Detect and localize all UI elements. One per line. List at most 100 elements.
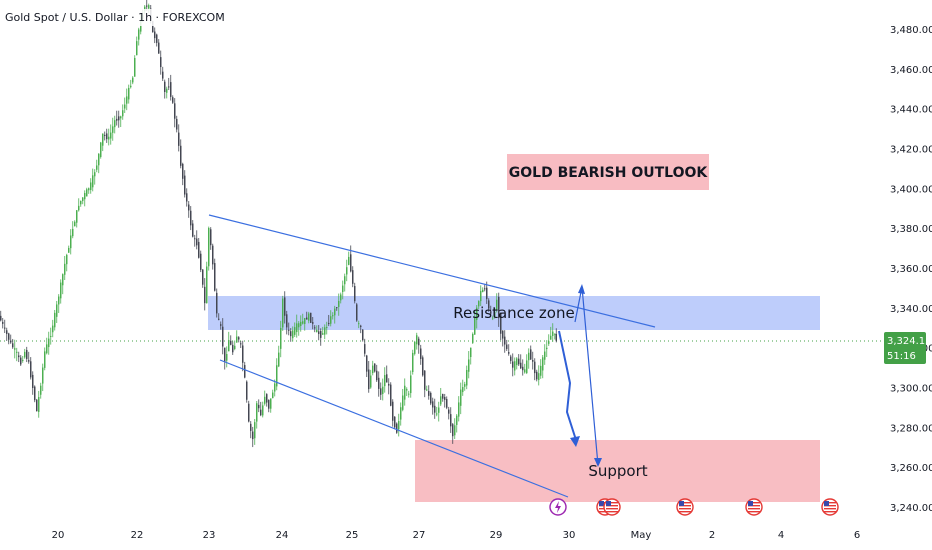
lower-trendline[interactable] [219,359,569,498]
candle-body [122,110,124,117]
current-price-tag: 3,324.15 51:16 [884,332,932,364]
candle-body [210,229,212,246]
candle-body [392,401,394,421]
candle-body [396,423,398,433]
candle-body [216,292,218,314]
candle-body [274,383,276,392]
upper-trendline[interactable] [208,214,656,328]
candle-body [158,42,160,54]
candle-body [424,370,426,390]
x-tick-label: 2 [709,530,715,541]
candle-body [312,322,314,324]
x-tick-label: 4 [778,530,784,541]
candle-body [316,329,318,333]
candle-body [518,358,520,365]
candle-body [160,57,162,68]
candle-body [152,21,154,33]
candle-body [114,120,116,128]
x-tick-label: May [631,530,652,541]
candle-body [184,175,186,195]
candle-body [22,359,24,361]
candle-body [102,133,104,146]
candle-body [454,425,456,436]
candle-body [550,335,552,340]
candle-body [62,274,64,286]
candle-body [330,316,332,324]
candle-body [104,134,106,136]
candle-body [192,223,194,237]
candle-body [456,415,458,425]
candle-body [92,175,94,188]
candle-body [332,315,334,317]
candle-body [88,188,90,191]
candle-body [262,405,264,416]
projection-arrow-up-head [578,284,585,294]
candle-body [538,373,540,380]
candle-body [0,315,2,321]
candle-body [164,81,166,92]
candle-body [420,348,422,359]
candle-body [228,340,230,352]
candle-body [32,374,34,388]
current-price-value: 3,324.15 [887,336,932,347]
x-tick-label: 23 [203,530,216,541]
candle-body [414,341,416,354]
us-flag-icon[interactable] [603,498,621,516]
candle-body [482,289,484,292]
x-tick-label: 25 [346,530,359,541]
candle-body [462,387,464,393]
candle-body [78,205,80,211]
candle-body [10,340,12,343]
candle-body [132,77,134,83]
candle-body [138,29,140,40]
x-tick-label: 27 [413,530,426,541]
candle-body [554,333,556,335]
candle-body [254,422,256,439]
candle-body [272,392,274,399]
candle-body [498,296,500,319]
candle-body [212,245,214,265]
candle-body [366,355,368,372]
candle-body [555,333,557,341]
candle-body [500,313,502,334]
time-axis[interactable]: 20 22 23 24 25 27 29 30 May 2 4 6 [52,530,861,541]
candle-body [280,327,282,349]
candle-body [458,402,460,417]
candle-body [412,352,414,372]
candle-body [476,307,478,320]
candle-body [94,172,96,177]
candle-body [334,308,336,316]
candle-body [64,263,66,275]
candle-body [388,383,390,386]
candle-body [72,228,74,237]
candle-body [14,348,16,350]
candle-body [60,282,62,299]
candle-body [106,133,108,140]
candle-body [300,321,302,326]
candle-body [528,352,530,361]
candle-body [68,247,70,253]
lightning-icon[interactable] [549,498,567,516]
candle-body [382,386,384,394]
us-flag-icon[interactable] [676,498,694,516]
candle-body [514,361,516,371]
us-flag-icon[interactable] [821,498,839,516]
x-tick-label: 22 [131,530,144,541]
support-zone[interactable] [415,440,820,502]
candle-body [266,394,268,403]
candle-body [402,395,404,410]
candle-body [264,396,266,404]
candle-body [436,413,438,415]
candle-body [532,360,534,362]
us-flag-icon[interactable] [745,498,763,516]
outlook-box[interactable] [507,154,709,190]
candle-body [198,241,200,258]
candle-body [124,104,126,109]
candle-body [128,87,130,100]
candle-body [474,317,476,335]
y-tick-label: 3,280.00 [890,423,932,434]
y-tick-label: 3,380.00 [890,224,932,235]
price-axis[interactable]: 3,240.003,260.003,280.003,300.003,320.00… [890,25,932,514]
candle-body [148,5,150,9]
